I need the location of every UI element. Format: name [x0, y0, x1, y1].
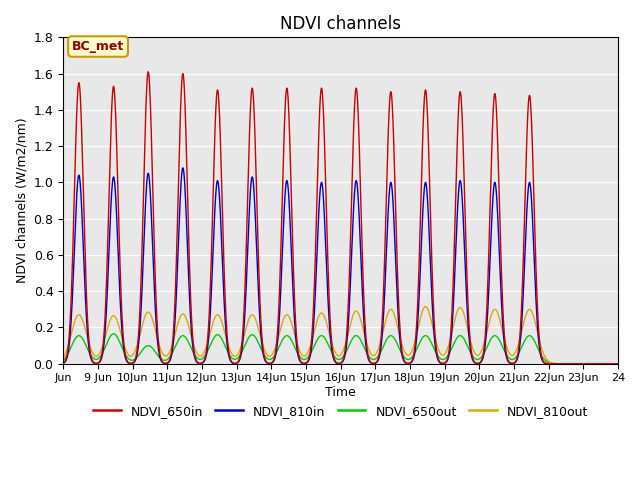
NDVI_810in [412, 344, 420, 349]
NDVI_650out [500, 348, 508, 353]
NDVI_810out [422, 304, 429, 310]
NDVI_650in [412, 335, 420, 341]
Legend: NDVI_650in, NDVI_810in, NDVI_650out, NDVI_810out: NDVI_650in, NDVI_810in, NDVI_650out, NDV… [88, 400, 593, 423]
NDVI_650in [388, 92, 396, 97]
Text: BC_met: BC_met [72, 40, 124, 53]
NDVI_810in [388, 181, 396, 187]
NDVI_650out [412, 348, 420, 354]
NDVI_810out [388, 307, 396, 312]
NDVI_650out [87, 353, 95, 359]
NDVI_650in [260, 353, 268, 359]
NDVI_650out [109, 331, 117, 336]
NDVI_810out [412, 336, 419, 342]
NDVI_810out [500, 335, 508, 340]
NDVI_810in [87, 356, 95, 362]
NDVI_650out [60, 358, 67, 363]
Line: NDVI_650in: NDVI_650in [63, 72, 618, 364]
NDVI_810out [87, 347, 95, 352]
NDVI_810in [500, 339, 508, 345]
Line: NDVI_810in: NDVI_810in [63, 168, 618, 364]
NDVI_810out [470, 350, 478, 356]
NDVI_650out [614, 361, 621, 367]
NDVI_810out [60, 355, 67, 360]
NDVI_810in [60, 360, 67, 366]
NDVI_650in [614, 361, 621, 367]
NDVI_810out [260, 346, 268, 351]
NDVI_650in [145, 69, 152, 75]
Title: NDVI channels: NDVI channels [280, 15, 401, 33]
NDVI_650in [500, 328, 508, 334]
Line: NDVI_650out: NDVI_650out [63, 334, 618, 364]
NDVI_810in [614, 361, 621, 367]
NDVI_650in [470, 359, 478, 365]
NDVI_810in [260, 355, 268, 361]
Line: NDVI_810out: NDVI_810out [63, 307, 618, 364]
NDVI_650out [260, 352, 268, 358]
NDVI_810in [470, 360, 478, 365]
X-axis label: Time: Time [325, 386, 356, 399]
Y-axis label: NDVI channels (W/m2/nm): NDVI channels (W/m2/nm) [15, 118, 28, 283]
NDVI_650in [87, 354, 95, 360]
NDVI_810in [179, 165, 187, 171]
NDVI_810out [614, 361, 621, 367]
NDVI_650out [470, 355, 478, 361]
NDVI_650out [388, 333, 396, 338]
NDVI_650in [60, 360, 67, 366]
